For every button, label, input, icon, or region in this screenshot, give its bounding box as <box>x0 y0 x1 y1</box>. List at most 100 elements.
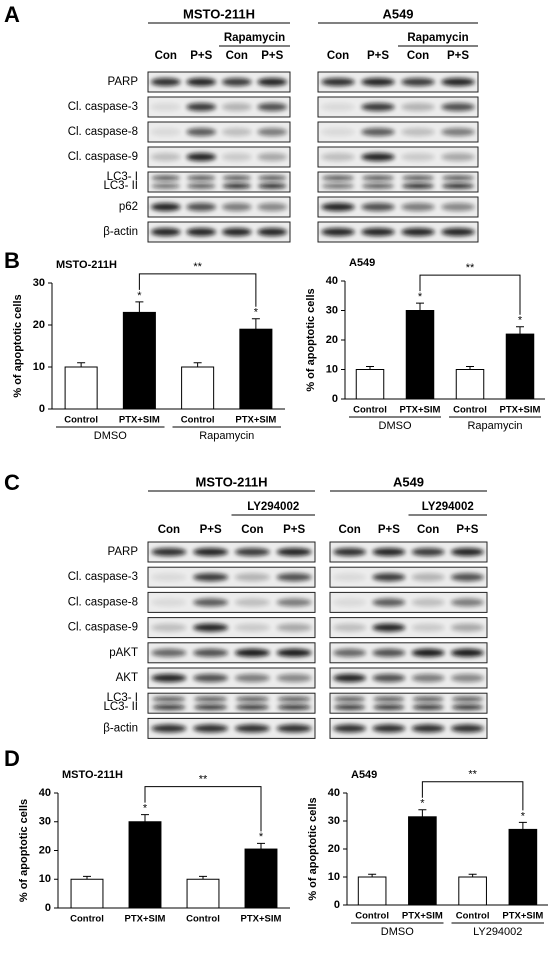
band <box>234 724 270 733</box>
row-label: β-actin <box>103 226 138 238</box>
band <box>333 623 367 632</box>
band <box>450 623 484 632</box>
x-tick-label: PTX+SIM <box>119 415 160 426</box>
row-label: Cl. caspase-9 <box>68 622 138 634</box>
panel-label: C <box>4 470 20 495</box>
x-tick-label: PTX+SIM <box>500 405 541 416</box>
band <box>361 128 395 136</box>
lane-label: P+S <box>378 524 400 536</box>
bar <box>181 366 215 410</box>
significance: * <box>254 307 259 319</box>
y-tick-label: 0 <box>334 899 340 911</box>
band <box>221 78 252 86</box>
cell-line: MSTO-211H <box>195 474 267 489</box>
band <box>221 228 252 236</box>
band <box>450 598 484 607</box>
band <box>441 228 475 236</box>
band <box>373 696 405 702</box>
bar <box>505 333 535 400</box>
band <box>257 228 288 236</box>
band <box>372 598 406 607</box>
cell-line: A549 <box>382 6 413 21</box>
significance: * <box>418 291 423 303</box>
row-label: Cl. caspase-8 <box>68 126 138 138</box>
band <box>186 78 217 86</box>
band <box>151 648 187 657</box>
lane-label: Con <box>241 524 263 536</box>
band <box>322 183 354 189</box>
band <box>401 203 435 211</box>
bar <box>244 848 278 909</box>
y-tick-label: 10 <box>326 363 338 375</box>
x-tick-label: Control <box>355 911 389 922</box>
chart-title: A549 <box>349 257 375 269</box>
lane-label: Con <box>155 50 177 62</box>
band <box>186 153 217 161</box>
lane-label: Con <box>417 524 439 536</box>
row-label: LC3- II <box>103 701 138 713</box>
row-label: β-actin <box>103 722 138 734</box>
blot-box <box>329 667 488 689</box>
y-tick-label: 30 <box>328 815 340 827</box>
lane-label: P+S <box>283 524 305 536</box>
band <box>221 128 252 136</box>
band <box>402 183 434 189</box>
blot-box <box>317 71 479 93</box>
y-tick-label: 20 <box>39 844 51 856</box>
band <box>193 573 229 582</box>
x-tick-label: Control <box>186 914 220 925</box>
lane-label: Con <box>158 524 180 536</box>
x-tick-label: PTX+SIM <box>235 415 276 426</box>
y-tick-label: 40 <box>326 275 338 287</box>
significance: * <box>259 831 264 843</box>
band <box>193 704 228 710</box>
band <box>361 78 395 86</box>
band <box>186 128 217 136</box>
band <box>412 696 444 702</box>
cell-line: A549 <box>393 474 424 489</box>
band <box>321 103 355 111</box>
y-axis-label: % of apoptotic cells <box>307 797 319 900</box>
band <box>441 103 475 111</box>
blot-box <box>329 591 488 613</box>
significance: * <box>137 290 142 302</box>
group-label: Rapamycin <box>467 420 522 432</box>
band <box>333 573 367 582</box>
band <box>151 573 187 582</box>
band <box>361 228 395 236</box>
band <box>276 573 312 582</box>
band <box>450 674 484 682</box>
blot-box <box>147 566 316 588</box>
bracket-label: ** <box>193 261 202 273</box>
band <box>234 674 270 682</box>
band <box>362 175 394 181</box>
group-label: Rapamycin <box>199 430 254 442</box>
band <box>333 648 367 657</box>
band <box>186 228 217 236</box>
band <box>411 573 445 582</box>
blot-box <box>317 146 479 168</box>
blot-box <box>147 692 316 714</box>
y-tick-label: 10 <box>328 871 340 883</box>
band <box>276 623 312 632</box>
bracket-label: ** <box>466 262 475 274</box>
band <box>193 724 229 733</box>
row-label: p62 <box>119 201 138 213</box>
bar <box>355 369 385 400</box>
chart-title: A549 <box>351 769 377 781</box>
x-tick-label: Control <box>353 405 387 416</box>
bracket <box>144 786 262 832</box>
bar <box>405 310 435 400</box>
band <box>150 153 181 161</box>
band <box>412 704 444 710</box>
band <box>150 103 181 111</box>
bracket <box>421 781 524 811</box>
lane-label: Con <box>338 524 360 536</box>
row-label: Cl. caspase-3 <box>68 101 138 113</box>
band <box>193 548 229 556</box>
significance: * <box>518 315 523 327</box>
error-bar <box>366 366 374 370</box>
band <box>193 674 229 682</box>
row-label: Cl. caspase-9 <box>68 151 138 163</box>
band <box>441 203 475 211</box>
